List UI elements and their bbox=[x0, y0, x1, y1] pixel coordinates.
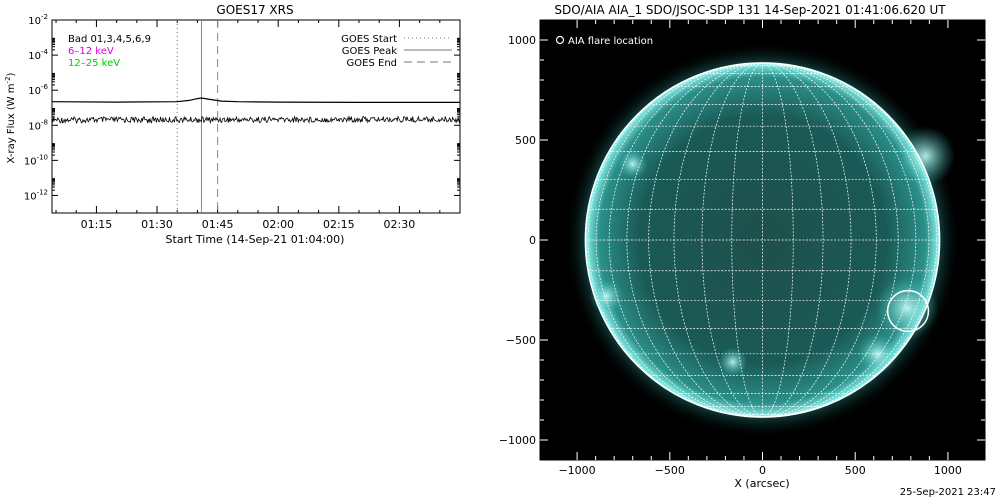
aia-bright-region bbox=[875, 276, 939, 340]
aia-x-tick-label: 0 bbox=[759, 464, 766, 477]
aia-longitude-line bbox=[673, 62, 763, 418]
aia-longitude-line bbox=[762, 62, 917, 418]
goes-long-channel-line bbox=[51, 97, 460, 104]
goes-y-axis-label: X-ray Flux (W m-2) bbox=[4, 72, 17, 163]
aia-longitude-line bbox=[608, 62, 763, 418]
goes-channel-legend-entry: 12–25 keV bbox=[68, 58, 120, 69]
goes-y-tick-label: 10-12 bbox=[24, 188, 48, 202]
goes-x-tick-label: 02:15 bbox=[323, 218, 355, 231]
goes-x-tick-label: 01:15 bbox=[81, 218, 113, 231]
goes-x-tick-label: 02:30 bbox=[384, 218, 416, 231]
aia-bright-region bbox=[718, 347, 748, 377]
aia-y-tick-label: −1000 bbox=[500, 434, 536, 447]
goes-y-tick-label: 10-10 bbox=[24, 153, 48, 167]
goes-y-tick-exponent: -2 bbox=[41, 13, 48, 21]
goes-y-tick-exponent: -8 bbox=[41, 118, 48, 126]
aia-longitude-line bbox=[762, 62, 930, 418]
goes-chart-title: GOES17 XRS bbox=[216, 3, 293, 17]
aia-x-tick-label: 500 bbox=[845, 464, 866, 477]
aia-longitude-line bbox=[762, 62, 899, 418]
goes-x-tick-label: 01:45 bbox=[202, 218, 234, 231]
aia-longitude-line bbox=[762, 62, 824, 418]
goes-channel-legend-entry: 6–12 keV bbox=[68, 46, 114, 57]
goes-y-axis-label-main: X-ray Flux (W m bbox=[6, 83, 17, 163]
aia-longitude-line bbox=[595, 62, 763, 418]
goes-y-tick-exponent: -12 bbox=[37, 188, 48, 196]
aia-solar-limb bbox=[584, 62, 941, 418]
goes-event-legend-label: GOES End bbox=[347, 58, 397, 69]
goes-y-tick-base: 10 bbox=[24, 191, 37, 202]
goes-y-tick-exponent: -6 bbox=[41, 83, 49, 91]
footer-timestamp: 25-Sep-2021 23:47 bbox=[899, 487, 996, 498]
aia-longitude-line bbox=[731, 62, 763, 418]
aia-x-tick-label: −500 bbox=[655, 464, 685, 477]
aia-longitude-line bbox=[626, 62, 763, 418]
aia-y-tick-label: −500 bbox=[506, 334, 536, 347]
goes-y-tick-base: 10 bbox=[24, 156, 37, 167]
goes-y-tick-label: 10-6 bbox=[28, 83, 48, 97]
aia-legend-circle-icon bbox=[555, 35, 565, 45]
aia-image-svg: SDO/AIA AIA_1 SDO/JSOC-SDP 131 14-Sep-20… bbox=[499, 3, 986, 490]
goes-x-axis-label: Start Time (14-Sep-21 01:04:00) bbox=[166, 233, 345, 246]
goes-event-legend-label: GOES Peak bbox=[342, 46, 397, 57]
goes-short-channel-line bbox=[51, 115, 461, 125]
aia-legend-label: AIA flare location bbox=[568, 36, 653, 47]
aia-longitude-line bbox=[701, 62, 763, 418]
aia-bright-region bbox=[896, 126, 956, 186]
goes-event-legend-label: GOES Start bbox=[341, 34, 397, 45]
aia-y-tick-label: 500 bbox=[515, 134, 536, 147]
aia-image-chart: SDO/AIA AIA_1 SDO/JSOC-SDP 131 14-Sep-20… bbox=[499, 0, 1000, 500]
goes-channel-legend-entry: Bad 01,3,4,5,6,9 bbox=[68, 34, 151, 45]
goes-event-markers bbox=[176, 20, 219, 213]
aia-longitude-line bbox=[648, 62, 763, 418]
aia-longitude-line bbox=[762, 62, 877, 418]
goes-y-tick-label: 10-8 bbox=[28, 118, 48, 132]
goes-x-ticks: 01:15 01:30 01:45 02:00 02:15 02:30 bbox=[55, 20, 461, 231]
aia-y-tick-label: 0 bbox=[529, 234, 536, 247]
aia-bright-region bbox=[590, 279, 624, 313]
goes-y-tick-label: 10-4 bbox=[28, 48, 48, 62]
goes-y-tick-label: 10-2 bbox=[28, 13, 48, 27]
aia-longitude-line bbox=[762, 62, 852, 418]
goes-xrs-chart: GOES17 XRS 10-2 10-4 10-6 10-8 10-10 10-12 01… bbox=[0, 0, 470, 260]
aia-x-axis-label: X (arcsec) bbox=[734, 477, 789, 490]
goes-y-tick-base: 10 bbox=[28, 16, 41, 27]
goes-y-tick-exponent: -10 bbox=[37, 153, 48, 161]
goes-y-tick-base: 10 bbox=[28, 51, 41, 62]
goes-y-tick-base: 10 bbox=[28, 121, 41, 132]
goes-y-tick-base: 10 bbox=[28, 86, 41, 97]
goes-y-tick-exponent: -4 bbox=[41, 48, 49, 56]
goes-x-tick-label: 01:30 bbox=[141, 218, 173, 231]
aia-x-tick-label: 1000 bbox=[934, 464, 962, 477]
aia-chart-title: SDO/AIA AIA_1 SDO/JSOC-SDP 131 14-Sep-20… bbox=[554, 3, 946, 17]
aia-y-ticks: 1000 500 0 −500 −1000 bbox=[499, 34, 985, 447]
goes-y-axis-label-sup: -2 bbox=[4, 76, 12, 83]
aia-flare-location-marker bbox=[886, 289, 930, 333]
goes-y-axis-label-end: ) bbox=[6, 72, 17, 76]
aia-longitude-line bbox=[762, 62, 794, 418]
goes-x-tick-label: 02:00 bbox=[262, 218, 294, 231]
aia-bright-region bbox=[617, 149, 648, 179]
aia-y-tick-label: 1000 bbox=[508, 34, 536, 47]
aia-x-ticks: −1000 −500 0 500 1000 bbox=[558, 20, 962, 477]
goes-series bbox=[51, 97, 461, 125]
aia-x-tick-label: −1000 bbox=[558, 464, 595, 477]
